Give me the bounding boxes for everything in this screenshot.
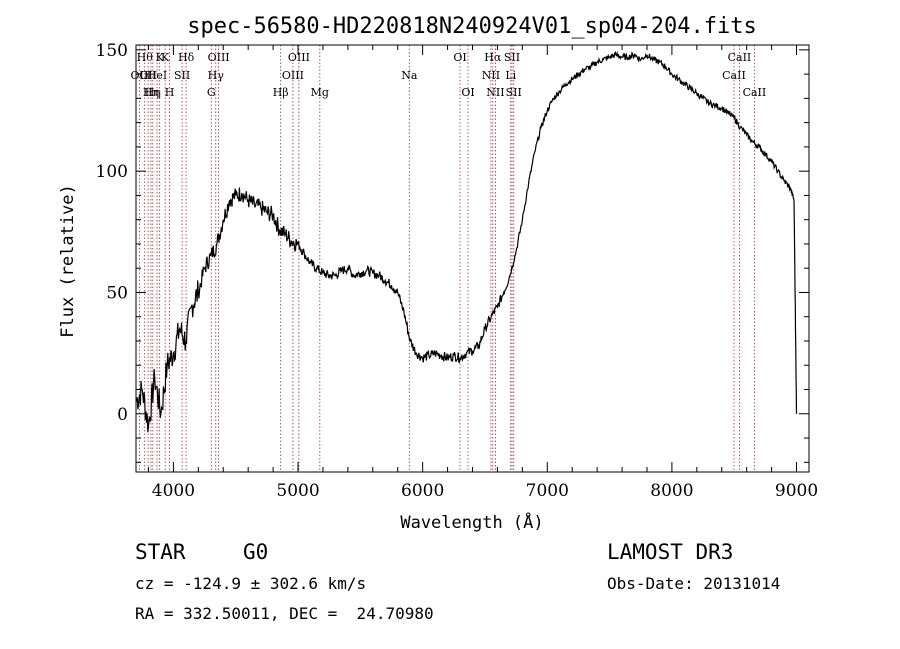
y-tick-label: 150 bbox=[96, 41, 128, 61]
y-axis-label: Flux (relative) bbox=[58, 184, 78, 338]
reference-line-label: OIII bbox=[208, 51, 230, 64]
reference-line-label: OII bbox=[139, 69, 157, 82]
reference-line-label: Hθ bbox=[137, 51, 154, 64]
reference-line-label: OI bbox=[453, 51, 466, 64]
reference-line-label: NII bbox=[486, 86, 504, 99]
object-type: STAR bbox=[135, 540, 186, 564]
reference-line-label: SII bbox=[506, 86, 522, 99]
reference-line-label: K bbox=[156, 51, 165, 64]
reference-line-label: CaII bbox=[728, 51, 752, 64]
x-tick-label: 7000 bbox=[526, 481, 569, 501]
object-subclass: G0 bbox=[243, 540, 269, 564]
survey-name: LAMOST DR3 bbox=[607, 540, 734, 564]
reference-line-label: Hη bbox=[143, 86, 159, 99]
x-axis-label: Wavelength (Å) bbox=[400, 511, 543, 533]
reference-line-label: HeI bbox=[147, 69, 167, 82]
plot-frame bbox=[135, 44, 810, 473]
redshift-readout: cz = -124.9 ± 302.6 km/s bbox=[135, 574, 367, 593]
y-tick-label: 0 bbox=[117, 405, 128, 425]
reference-line-label: Hβ bbox=[273, 86, 289, 99]
reference-line-label: OII bbox=[131, 69, 149, 82]
reference-line-label: H bbox=[165, 86, 175, 99]
reference-line-label: Hδ bbox=[178, 51, 195, 64]
x-tick-label: 9000 bbox=[775, 481, 818, 501]
reference-line-label: CaII bbox=[722, 69, 746, 82]
reference-line-label: K bbox=[161, 51, 170, 64]
y-tick-label: 100 bbox=[96, 162, 128, 182]
x-tick-label: 4000 bbox=[152, 481, 195, 501]
reference-line-label: OIII bbox=[282, 69, 304, 82]
x-axis-ticks: 4000 5000 6000 7000 8000 9000 bbox=[147, 45, 818, 501]
reference-line-label: CaII bbox=[743, 86, 767, 99]
reference-line-label: G bbox=[207, 86, 216, 99]
coordinates-readout: RA = 332.50011, DEC = 24.70980 bbox=[135, 604, 434, 623]
x-tick-label: 8000 bbox=[650, 481, 693, 501]
reference-line-label: Hη bbox=[145, 86, 161, 99]
reference-line-label: OI bbox=[461, 86, 474, 99]
reference-line-label: SII bbox=[504, 51, 520, 64]
reference-line-label: Li bbox=[505, 69, 516, 82]
chart-title: spec-56580-HD220818N240924V01_sp04-204.f… bbox=[187, 14, 757, 39]
x-tick-label: 5000 bbox=[276, 481, 319, 501]
reference-line-label: Hγ bbox=[208, 69, 225, 82]
reference-line-label: OIII bbox=[288, 51, 310, 64]
obs-date: Obs-Date: 20131014 bbox=[607, 574, 781, 593]
reference-line-label: SII bbox=[174, 69, 190, 82]
reference-line-label: Hα bbox=[484, 51, 502, 64]
reference-line-label: Mg bbox=[311, 86, 329, 99]
reference-line-label: NII bbox=[482, 69, 500, 82]
y-tick-label: 50 bbox=[106, 283, 128, 303]
reference-line-label: Na bbox=[401, 69, 418, 82]
reference-lines: OIIHθOIIHηHηHeIKKHSIIHδGHγOIIIHβOIIIOIII… bbox=[131, 45, 767, 472]
y-axis-ticks: 0 50 100 150 bbox=[96, 41, 809, 463]
x-tick-label: 6000 bbox=[401, 481, 444, 501]
spectrum-series-line bbox=[135, 50, 798, 433]
